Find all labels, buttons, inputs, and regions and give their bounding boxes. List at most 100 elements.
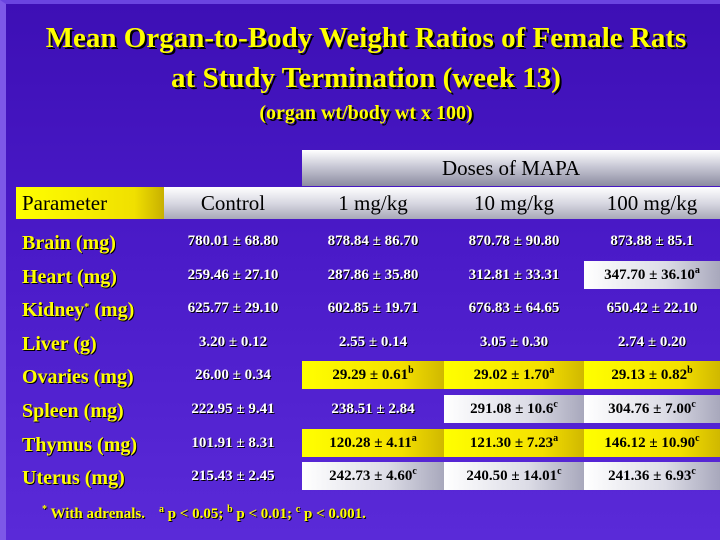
table-cell: 120.28 ± 4.11a (302, 428, 444, 457)
significance-mark: c (691, 399, 696, 410)
table-cell: 26.00 ± 0.34 (164, 361, 302, 389)
footnote-a-text: p < 0.05; (167, 506, 224, 522)
table-cell: 29.29 ± 0.61b (302, 361, 444, 390)
cell-value: 242.73 ± 4.60 (329, 468, 413, 485)
column-header-parameter: Parameter (16, 187, 164, 219)
table-cell: 2.55 ± 0.14 (302, 328, 444, 356)
table-row: Liver (g) 3.20 ± 0.12 2.55 ± 0.14 3.05 ± 0.… (16, 326, 720, 356)
table-cell: 146.12 ± 10.90c (584, 428, 720, 457)
table-cell: 238.51 ± 2.84 (302, 395, 444, 423)
row-label-text: Brain (mg) (22, 232, 116, 254)
row-label-text: Uterus (mg) (22, 467, 125, 490)
cell-value: 121.30 ± 7.23 (469, 434, 554, 451)
footnote-c-text: p < 0.001. (304, 506, 366, 522)
table-row: Ovaries (mg) 26.00 ± 0.34 29.29 ± 0.61b 29.… (16, 359, 720, 390)
cell-value: 287.86 ± 35.80 (327, 266, 419, 283)
table-cell: 222.95 ± 9.41 (164, 395, 302, 423)
cell-value: 238.51 ± 2.84 (331, 401, 415, 417)
table-cell: 676.83 ± 64.65 (444, 294, 584, 322)
cell-value: 259.46 ± 27.10 (187, 266, 279, 283)
table-cell: 259.46 ± 27.10 (164, 261, 302, 289)
cell-value: 120.28 ± 4.11 (329, 434, 412, 451)
row-label-unit: (mg) (89, 299, 135, 322)
table-cell: 287.86 ± 35.80 (302, 261, 444, 289)
table-cell: 29.02 ± 1.70a (444, 361, 584, 390)
column-header-10mg: 10 mg/kg (444, 187, 584, 219)
table-cell: 780.01 ± 68.80 (164, 227, 302, 255)
significance-mark: c (557, 466, 562, 478)
cell-value: 222.95 ± 9.41 (191, 401, 275, 417)
cell-value: 29.02 ± 1.70 (473, 367, 550, 384)
table-cell: 304.76 ± 7.00c (584, 395, 720, 423)
table-cell: 121.30 ± 7.23a (444, 428, 584, 457)
cell-value: 625.77 ± 29.10 (187, 300, 279, 317)
cell-value: 2.55 ± 0.14 (338, 333, 408, 350)
table-cell: 240.50 ± 14.01c (444, 462, 584, 491)
row-label: Ovaries (mg) (22, 359, 134, 389)
table-cell: 3.20 ± 0.12 (164, 328, 302, 356)
table-row: Heart (mg) 259.46 ± 27.10 287.86 ± 35.80 31… (16, 259, 720, 289)
significance-mark: a (553, 432, 559, 444)
row-label: Brain (mg) (22, 225, 116, 255)
footnote-star: * (42, 504, 47, 515)
table-row: Brain (mg) 780.01 ± 68.80 878.84 ± 86.70 87… (16, 225, 720, 255)
table-cell: 312.81 ± 33.31 (444, 261, 584, 289)
footnote-c-mark: c (295, 504, 301, 515)
table-cell: 602.85 ± 19.71 (302, 294, 444, 322)
cell-value: 29.13 ± 0.82 (611, 367, 688, 384)
cell-value: 3.05 ± 0.30 (479, 333, 549, 350)
table-cell: 870.78 ± 90.80 (444, 227, 584, 255)
table-cell: 873.88 ± 85.1 (584, 227, 720, 255)
row-label: Kidney* (mg) (22, 292, 134, 322)
cell-value: 26.00 ± 0.34 (195, 367, 271, 384)
cell-value: 3.20 ± 0.12 (198, 333, 268, 350)
significance-mark: c (691, 466, 696, 478)
table-cell: 215.43 ± 2.45 (164, 462, 302, 490)
row-label-text: Thymus (mg) (22, 433, 138, 456)
slide-subtitle: (organ wt/body wt x 100) (259, 102, 473, 124)
cell-value: 241.36 ± 6.93 (608, 468, 692, 485)
significance-mark: a (411, 432, 417, 444)
row-label: Thymus (mg) (22, 427, 137, 457)
row-label-text: Liver (g) (22, 332, 97, 355)
table-cell: 878.84 ± 86.70 (302, 227, 444, 255)
significance-mark: c (412, 466, 417, 478)
significance-mark: c (553, 399, 558, 410)
significance-mark: b (687, 365, 693, 377)
footnote-a-mark: a (158, 504, 164, 515)
table-cell: 101.91 ± 8.31 (164, 429, 302, 457)
footnote: * With adrenals. a p < 0.05; b p < 0.01; … (42, 504, 366, 523)
cell-value: 650.42 ± 22.10 (606, 300, 698, 317)
row-label-text: Kidney (22, 299, 85, 322)
table-cell: 3.05 ± 0.30 (444, 328, 584, 356)
doses-header: Doses of MAPA (302, 150, 720, 186)
cell-value: 304.76 ± 7.00 (608, 401, 692, 417)
cell-value: 291.08 ± 10.6 (470, 401, 554, 417)
row-label: Liver (g) (22, 326, 97, 356)
footnote-b-mark: b (227, 504, 233, 515)
column-header-row: Parameter Control 1 mg/kg 10 mg/kg 100 m… (16, 187, 720, 219)
row-label: Uterus (mg) (22, 460, 125, 490)
cell-value: 101.91 ± 8.31 (191, 434, 275, 451)
footnote-adrenals: With adrenals. (50, 506, 145, 522)
column-header-control: Control (164, 187, 302, 219)
cell-value: 870.78 ± 90.80 (468, 233, 560, 249)
significance-mark: a (694, 264, 700, 276)
row-label-footnote-mark: * (84, 302, 90, 314)
table-cell: 625.77 ± 29.10 (164, 294, 302, 322)
footnote-b-text: p < 0.01; (236, 506, 293, 522)
table-row: Uterus (mg) 215.43 ± 2.45 242.73 ± 4.60c 24… (16, 460, 720, 491)
table-row: Thymus (mg) 101.91 ± 8.31 120.28 ± 4.11a 12… (16, 427, 720, 457)
row-label: Spleen (mg) (22, 393, 124, 423)
cell-value: 780.01 ± 68.80 (187, 233, 279, 249)
table-cell: 650.42 ± 22.10 (584, 294, 720, 322)
cell-value: 312.81 ± 33.31 (468, 266, 560, 283)
significance-mark: c (695, 432, 700, 444)
cell-value: 215.43 ± 2.45 (191, 468, 275, 485)
cell-value: 873.88 ± 85.1 (610, 233, 694, 249)
cell-value: 240.50 ± 14.01 (466, 468, 558, 485)
cell-value: 146.12 ± 10.90 (604, 434, 696, 451)
cell-value: 676.83 ± 64.65 (468, 300, 560, 317)
table-row: Spleen (mg) 222.95 ± 9.41 238.51 ± 2.84 291… (16, 393, 720, 423)
